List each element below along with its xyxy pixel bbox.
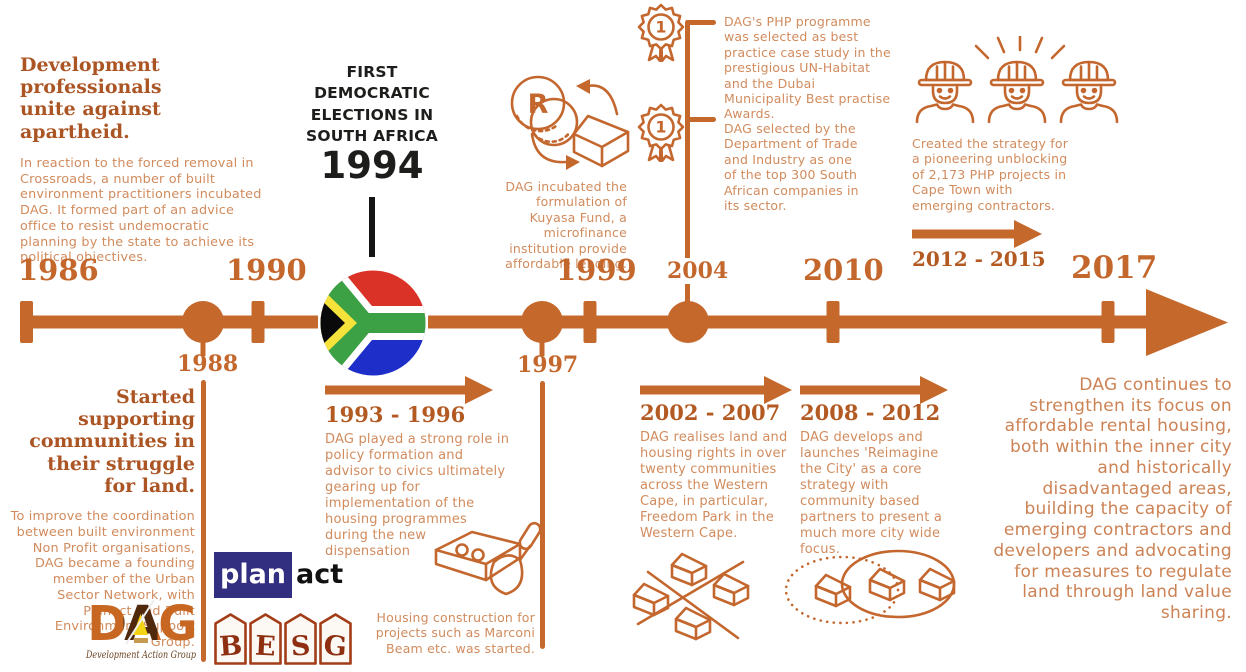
timeline-axis: [20, 289, 1228, 356]
elections-pointer-line: [369, 197, 375, 257]
besg-house: S: [284, 613, 317, 665]
besg-house: G: [319, 613, 352, 665]
svg-text:G: G: [323, 630, 348, 663]
award-ribbon-icon: 1: [637, 103, 685, 162]
worker-icon: [1059, 60, 1119, 123]
coins-house-cycle-icon: R: [510, 75, 630, 170]
south-africa-flag-icon: [318, 268, 428, 378]
rays-icon: [974, 36, 1066, 60]
connector-line-1997: [540, 381, 545, 649]
elections-year: 1994: [320, 144, 424, 187]
range-arrow-icon: [800, 376, 948, 404]
reimagine-body: DAG develops and launches 'Reimagine the…: [800, 430, 943, 557]
trowel-brick-icon: [434, 521, 542, 596]
besg-house: E: [249, 613, 282, 665]
marconi-body: Housing construction for projects such a…: [375, 610, 535, 656]
contractors-body: Created the strategy for a pioneering un…: [912, 136, 1069, 213]
houses-venn-icon: [784, 549, 956, 625]
svg-text:B: B: [218, 630, 243, 663]
land-body: To improve the coordination between buil…: [10, 509, 195, 650]
construction-workers-icon: [915, 36, 1119, 123]
rights-range: 2002 - 2007: [640, 400, 781, 425]
year-2010: 2010: [803, 253, 884, 287]
reimagine-range: 2008 - 2012: [800, 400, 941, 425]
award-rank: 1: [655, 18, 666, 37]
year-1986: 1986: [18, 253, 99, 287]
planact-logo: plan act: [214, 552, 346, 598]
timeline-node-1997: [521, 301, 563, 343]
award-ribbon-icon: 1: [637, 3, 685, 62]
range-arrow-icon: [912, 220, 1042, 248]
year-2017: 2017: [1071, 250, 1158, 286]
dag-logo: DAG Development Action Group: [85, 596, 197, 661]
awards-branch-line-1: [685, 20, 716, 25]
section-land: Started supporting communities in their …: [10, 386, 195, 651]
award-text-2: DAG selected by the Department of Trade …: [724, 121, 859, 213]
timeline-node-2004: [667, 301, 709, 343]
timeline-node-1988: [182, 301, 224, 343]
connector-line-1988: [201, 380, 206, 662]
worker-icon: [915, 60, 975, 123]
planact-logo-plan: plan: [214, 552, 293, 598]
besg-house: B: [214, 613, 247, 665]
dag-logo-subtext: Development Action Group: [85, 649, 196, 661]
award-rank: 1: [655, 118, 666, 137]
awards-branch-line-2: [685, 117, 716, 122]
timeline-arrowhead: [1146, 289, 1228, 356]
svg-text:E: E: [254, 631, 276, 663]
apartheid-body: In reaction to the forced removal in Cro…: [20, 155, 262, 266]
contractors-range: 2012 - 2015: [912, 247, 1046, 271]
award-text-1: DAG's PHP programme was selected as best…: [724, 14, 891, 122]
year-1990: 1990: [226, 253, 307, 287]
range-arrow-icon: [640, 376, 792, 404]
current-body: DAG continues to strengthen its focus on…: [993, 375, 1232, 624]
svg-text:S: S: [290, 630, 311, 662]
year-2004: 2004: [664, 258, 732, 284]
planact-logo-act: act: [292, 552, 346, 598]
rights-body: DAG realises land and housing rights in …: [640, 430, 788, 541]
houses-crossroads-icon: [632, 552, 750, 641]
year-1988: 1988: [177, 351, 239, 377]
awards-connector-line: [685, 20, 690, 304]
year-1999: 1999: [556, 253, 637, 287]
rand-symbol: R: [528, 89, 549, 120]
policy-range: 1993 - 1996: [325, 402, 466, 427]
elections-title: FIRST DEMOCRATIC ELECTIONS IN SOUTH AFRI…: [306, 63, 438, 146]
worker-icon: [987, 60, 1047, 123]
kuyasa-body: DAG incubated the formulation of Kuyasa …: [505, 179, 627, 271]
besg-logo: B E S G: [214, 613, 352, 665]
apartheid-title: Development professionals unite against …: [20, 54, 162, 143]
section-apartheid: Development professionals unite against …: [20, 54, 270, 266]
range-arrow-icon: [325, 376, 493, 404]
land-title: Started supporting communities in their …: [29, 386, 195, 497]
year-1997: 1997: [517, 352, 579, 378]
policy-body: DAG played a strong role in policy forma…: [325, 432, 510, 559]
